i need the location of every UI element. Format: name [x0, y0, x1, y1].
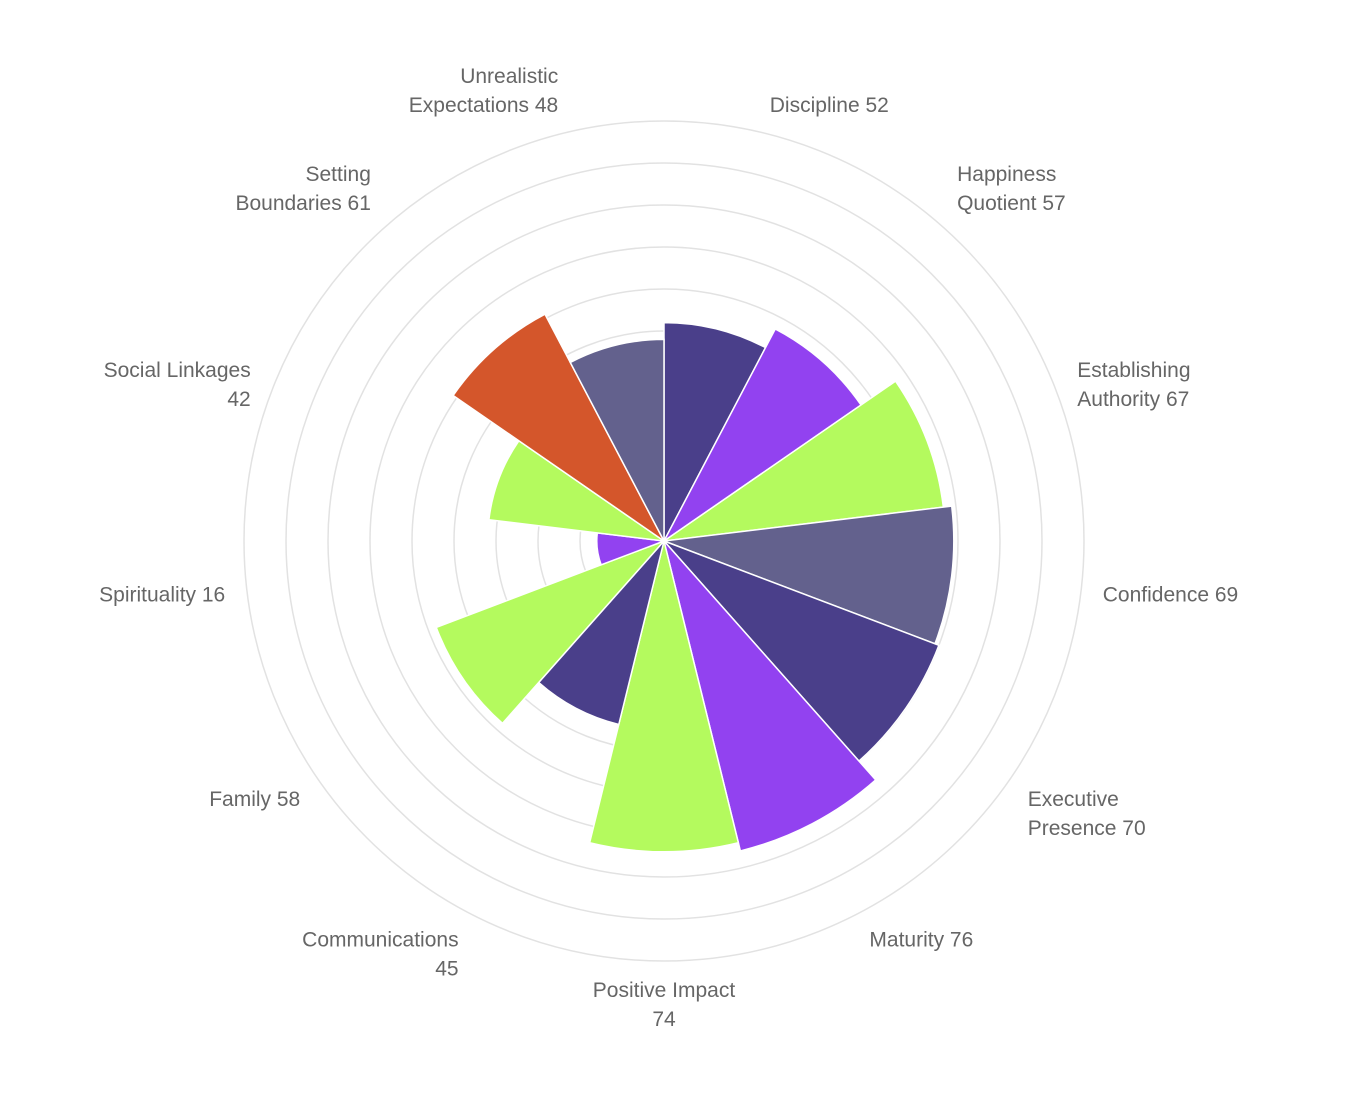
label-maturity: Maturity 76 — [869, 928, 973, 951]
label-line: 45 — [435, 957, 458, 980]
label-line: Boundaries 61 — [235, 192, 370, 215]
label-line: Executive — [1028, 788, 1119, 811]
label-communications: Communications 45 — [302, 928, 458, 980]
label-spirituality: Spirituality 16 — [99, 583, 225, 606]
label-line: 42 — [227, 388, 250, 411]
label-line: Unrealistic — [460, 65, 558, 88]
label-family: Family 58 — [209, 788, 300, 811]
slice-unrealistic-expectations[interactable] — [569, 338, 665, 542]
label-line: Presence 70 — [1028, 817, 1146, 840]
label-line: Expectations 48 — [409, 94, 558, 117]
label-executive-presence: Executive Presence 70 — [1028, 788, 1146, 840]
label-line: Positive Impact — [593, 979, 736, 1002]
label-line: Happiness — [957, 163, 1056, 186]
label-establishing-authority: Establishing Authority 67 — [1077, 359, 1190, 411]
grid-ring-90 — [285, 162, 1043, 920]
label-line: Maturity 76 — [869, 928, 973, 951]
slice-happiness-quotient[interactable] — [663, 328, 863, 542]
slice-confidence[interactable] — [663, 505, 955, 645]
label-line: 74 — [652, 1008, 676, 1031]
label-confidence: Confidence 69 — [1103, 583, 1238, 606]
label-line: Establishing — [1077, 359, 1190, 382]
label-line: Communications — [302, 928, 458, 951]
label-social-linkages: Social Linkages 42 — [104, 359, 251, 411]
label-discipline: Discipline 52 — [770, 94, 889, 117]
label-unrealistic-expectations: Unrealistic Expectations 48 — [409, 65, 558, 117]
category-labels: Discipline 52 Happiness Quotient 57 Establi… — [99, 65, 1238, 1031]
slice-positive-impact[interactable] — [588, 540, 740, 853]
slice-executive-presence[interactable] — [663, 540, 940, 763]
label-line: Family 58 — [209, 788, 300, 811]
label-line: Setting — [306, 163, 371, 186]
slice-establishing-authority[interactable] — [663, 380, 945, 542]
slice-discipline[interactable] — [663, 321, 767, 542]
slice-family[interactable] — [435, 540, 665, 725]
label-line: Confidence 69 — [1103, 583, 1238, 606]
label-line: Discipline 52 — [770, 94, 889, 117]
label-line: Authority 67 — [1077, 388, 1189, 411]
slice-setting-boundaries[interactable] — [452, 313, 665, 542]
label-line: Quotient 57 — [957, 192, 1066, 215]
grid-ring-100 — [243, 120, 1085, 962]
label-happiness-quotient: Happiness Quotient 57 — [957, 163, 1066, 215]
grid-ring-80 — [327, 204, 1001, 878]
label-line: Social Linkages — [104, 359, 251, 382]
label-line: Spirituality 16 — [99, 583, 225, 606]
slices — [435, 313, 955, 853]
slice-maturity[interactable] — [663, 540, 877, 852]
label-positive-impact: Positive Impact 74 — [593, 979, 736, 1031]
label-setting-boundaries: Setting Boundaries 61 — [235, 163, 370, 215]
